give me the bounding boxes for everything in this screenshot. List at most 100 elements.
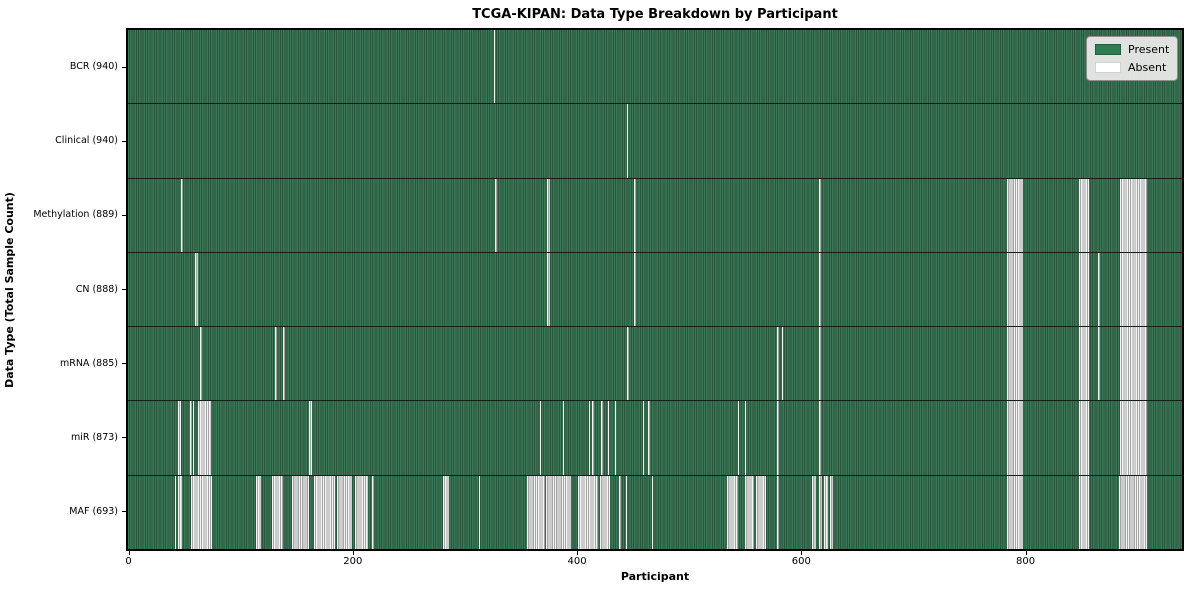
heatmap-row-maf — [128, 475, 1182, 549]
y-tick — [122, 289, 126, 290]
y-tick — [122, 140, 126, 142]
x-tick-label: 0 — [125, 556, 132, 567]
absent-stripe — [818, 475, 823, 549]
absent-stripe — [744, 475, 754, 549]
x-tick — [577, 551, 579, 555]
absent-stripe — [1078, 252, 1089, 327]
y-tick-label: miR (873) — [70, 431, 118, 443]
y-tick-label: BCR (940) — [69, 61, 118, 73]
heatmap-row-mrna — [128, 327, 1182, 402]
absent-stripe — [755, 475, 766, 549]
absent-stripe — [291, 475, 309, 549]
absent-stripe — [494, 178, 497, 252]
absent-stripe — [372, 475, 374, 549]
absent-stripe — [614, 401, 617, 475]
absent-stripe — [1078, 327, 1089, 401]
absent-stripe — [588, 401, 591, 475]
absent-stripe — [539, 401, 541, 475]
absent-stripe — [282, 327, 285, 401]
legend: Present Absent — [1086, 36, 1178, 81]
absent-stripe — [829, 475, 834, 549]
heatmap-plot-area — [126, 28, 1184, 551]
absent-stripe — [546, 475, 571, 549]
absent-stripe — [527, 475, 546, 549]
absent-stripe — [818, 327, 821, 401]
absent-stripe — [651, 475, 654, 549]
heatmap-row-bcr — [128, 30, 1182, 105]
legend-label-present: Present — [1128, 43, 1170, 56]
absent-stripe — [818, 178, 821, 252]
absent-stripe — [601, 401, 603, 475]
absent-stripe — [607, 401, 610, 475]
absent-stripe — [199, 327, 202, 401]
absent-stripe — [493, 30, 495, 104]
x-tick-label: 400 — [567, 556, 587, 567]
absent-stripe — [726, 475, 738, 549]
absent-stripe — [547, 252, 550, 327]
absent-stripe — [271, 475, 283, 549]
absent-stripe — [178, 401, 181, 475]
x-tick — [352, 551, 354, 555]
absent-stripe — [308, 401, 312, 475]
absent-stripe — [600, 475, 611, 549]
absent-stripe — [175, 475, 177, 549]
chart-title: TCGA-KIPAN: Data Type Breakdown by Parti… — [472, 7, 838, 22]
absent-stripe — [626, 104, 629, 178]
y-tick — [122, 511, 126, 513]
absent-stripe — [1007, 252, 1023, 327]
absent-stripe — [777, 327, 779, 401]
absent-stripe — [1007, 475, 1023, 549]
absent-stripe — [1078, 475, 1089, 549]
legend-entry-absent: Absent — [1095, 62, 1169, 73]
absent-stripe — [195, 252, 198, 327]
y-tick — [122, 363, 126, 365]
absent-stripe — [592, 401, 594, 475]
heatmap-row-methylation — [128, 178, 1182, 253]
absent-stripe — [197, 401, 211, 475]
absent-stripe — [577, 475, 598, 549]
absent-stripe — [1007, 178, 1023, 252]
absent-stripe — [737, 401, 740, 475]
absent-stripe — [274, 327, 278, 401]
x-axis-title: Participant — [620, 570, 690, 583]
y-tick-label: Clinical (940) — [55, 135, 118, 147]
absent-stripe — [1007, 327, 1023, 401]
heatmap-row-mir — [128, 401, 1182, 476]
absent-stripe — [178, 475, 182, 549]
y-tick-label: CN (888) — [75, 283, 118, 295]
absent-stripe — [190, 475, 213, 549]
absent-stripe — [1120, 178, 1148, 252]
absent-stripe — [1007, 401, 1023, 475]
absent-stripe — [180, 178, 183, 252]
absent-stripe — [633, 252, 636, 327]
x-tick — [1025, 551, 1027, 555]
absent-stripe — [1078, 178, 1089, 252]
x-tick-label: 800 — [1016, 556, 1036, 567]
y-tick — [122, 66, 126, 68]
absent-stripe — [478, 475, 481, 549]
present-swatch — [1095, 44, 1121, 55]
absent-stripe — [777, 401, 779, 475]
absent-stripe — [1078, 401, 1089, 475]
absent-stripe — [744, 401, 747, 475]
absent-stripe — [648, 401, 650, 475]
absent-stripe — [189, 401, 192, 475]
y-tick-label: mRNA (885) — [59, 357, 118, 369]
absent-stripe — [1097, 252, 1101, 327]
absent-stripe — [255, 475, 262, 549]
x-tick-label: 600 — [791, 556, 811, 567]
absent-stripe — [1097, 327, 1101, 401]
absent-stripe — [811, 475, 817, 549]
absent-stripe — [824, 475, 828, 549]
absent-swatch — [1095, 62, 1121, 73]
absent-stripe — [1120, 401, 1148, 475]
absent-stripe — [818, 401, 821, 475]
absent-stripe — [1119, 475, 1148, 549]
x-tick — [801, 551, 803, 555]
absent-stripe — [777, 475, 779, 549]
y-tick — [122, 437, 126, 439]
y-tick — [122, 214, 126, 216]
absent-stripe — [443, 475, 449, 549]
absent-stripe — [1120, 327, 1148, 401]
